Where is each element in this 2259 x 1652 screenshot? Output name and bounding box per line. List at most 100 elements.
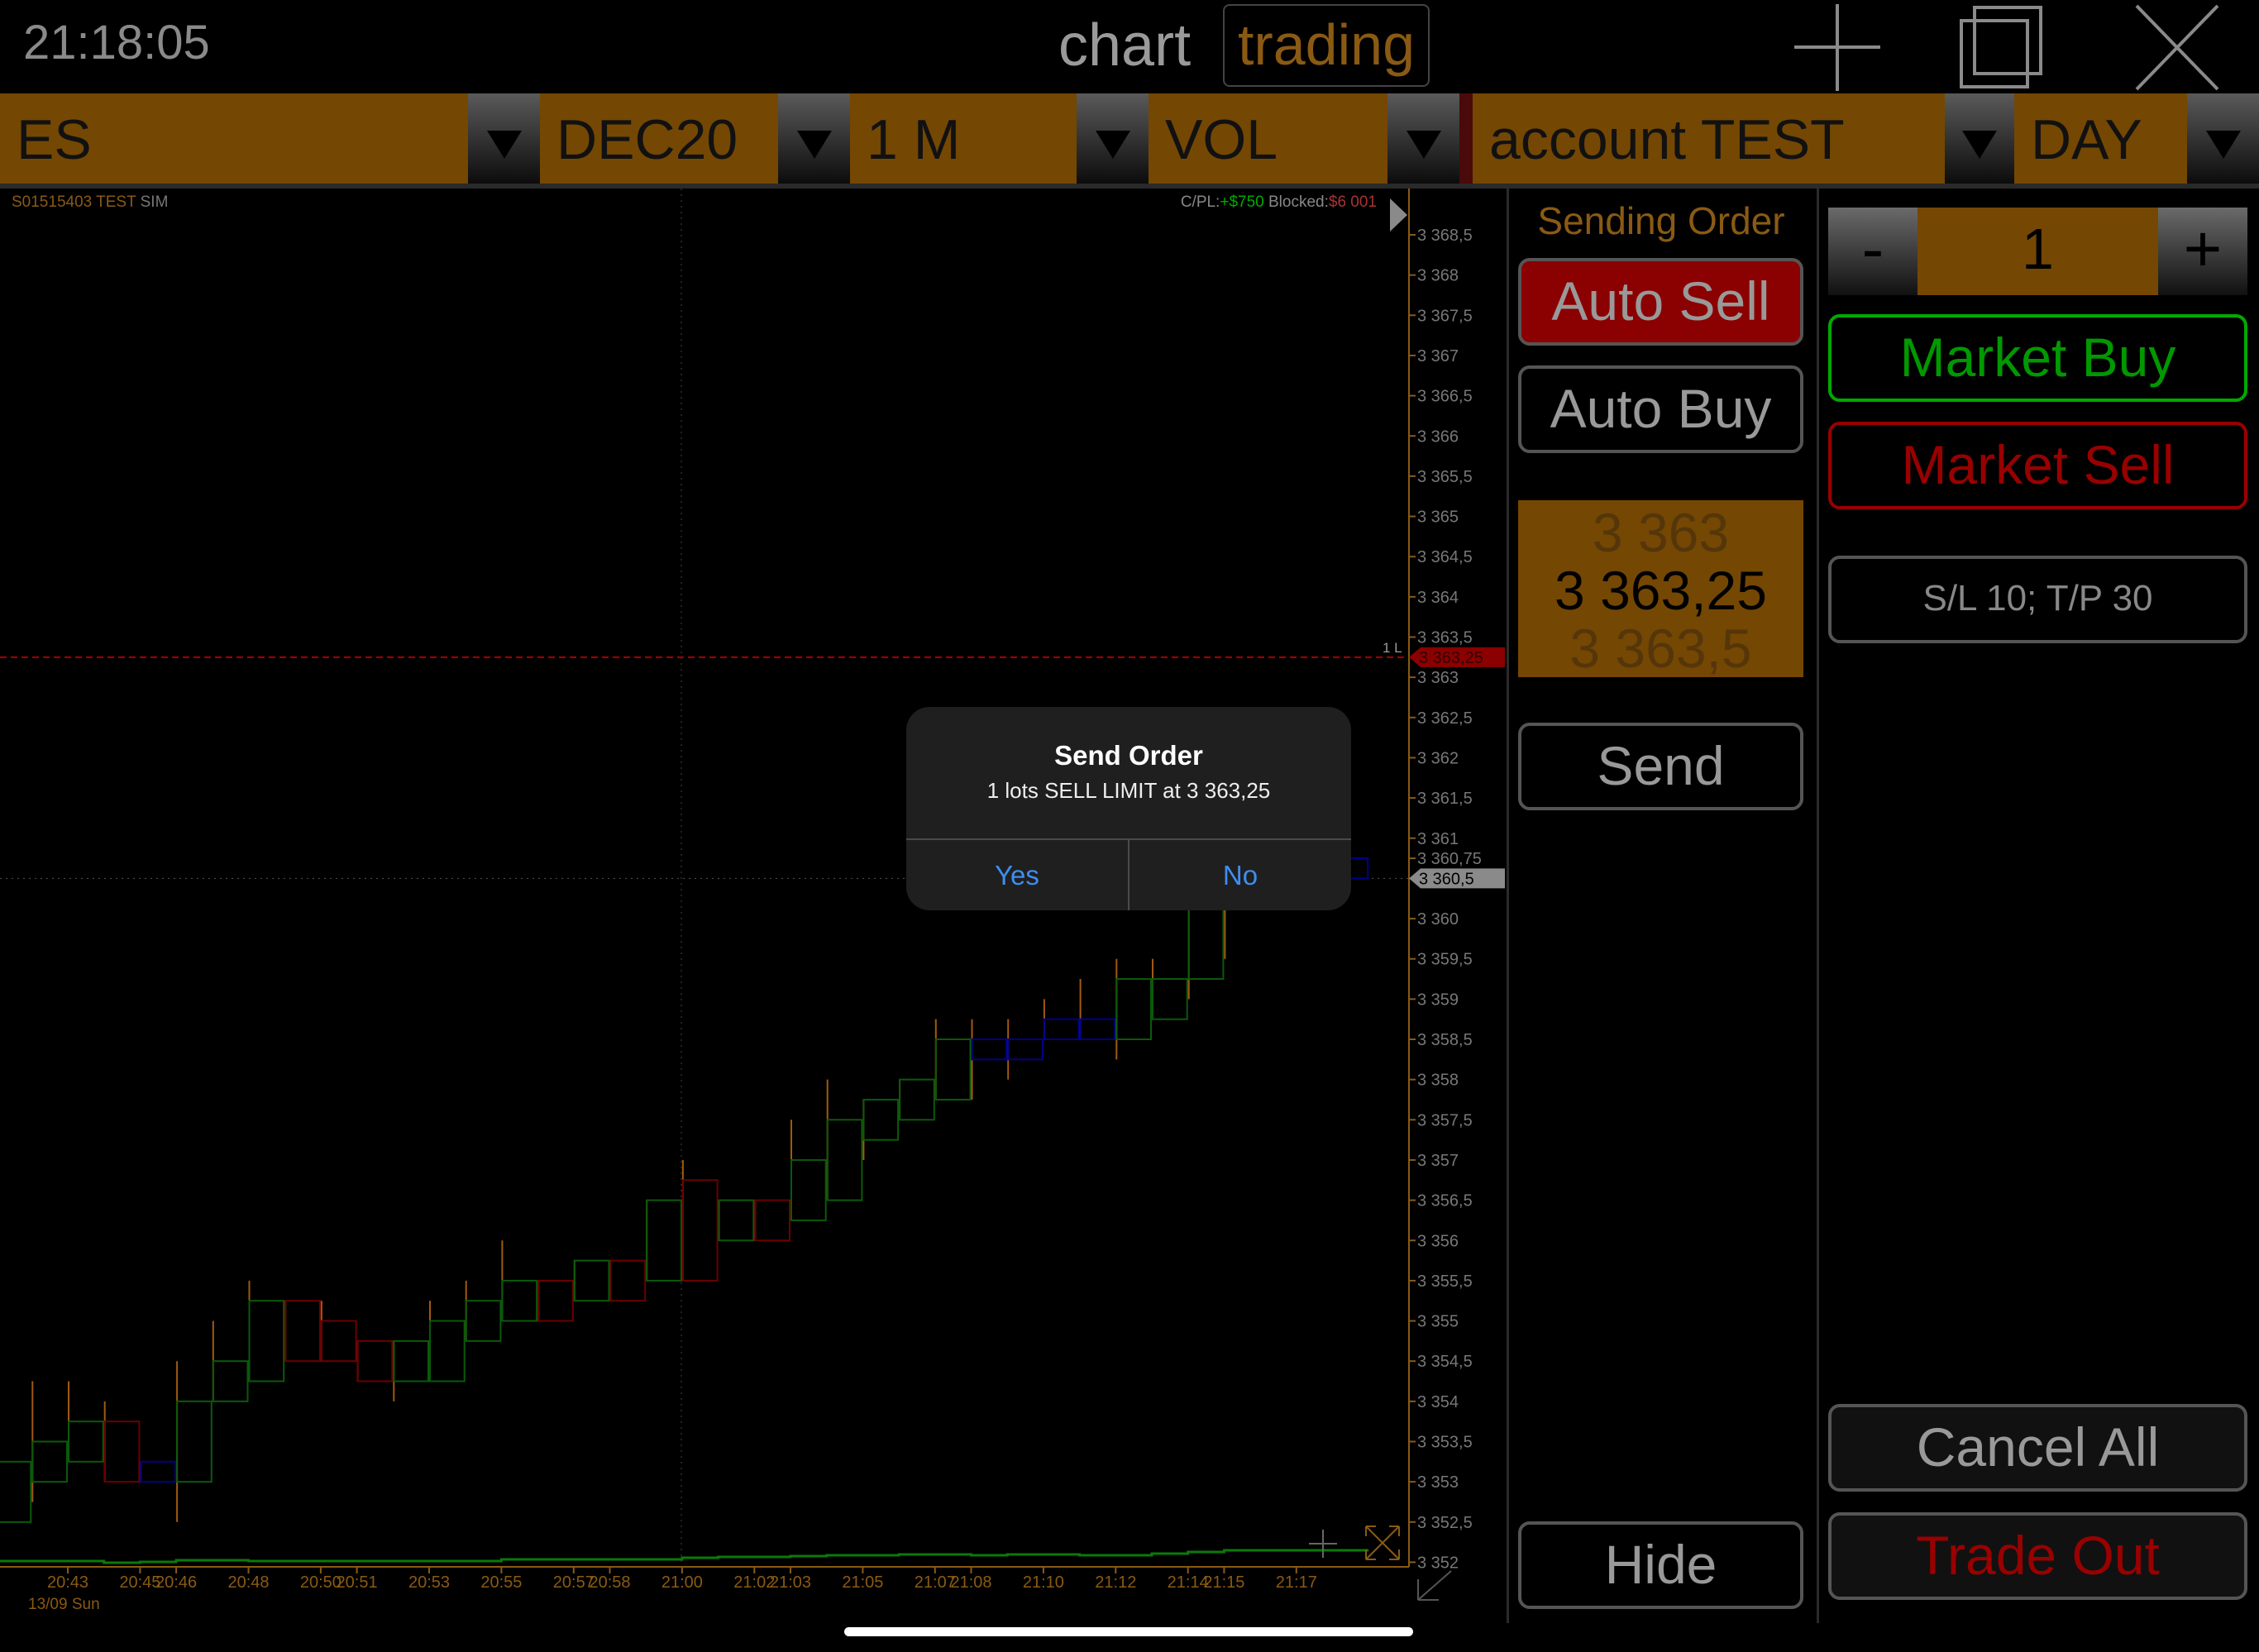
date-label: 13/09 Sun	[28, 1596, 100, 1613]
triangle-down-icon	[2205, 131, 2241, 159]
quantity-value[interactable]: 1	[1918, 208, 2158, 295]
price-tick-label: 3 367,5	[1417, 307, 1473, 325]
price-tick-label: 3 358,5	[1417, 1031, 1473, 1049]
price-tick-label: 3 366,5	[1417, 388, 1473, 406]
account-selector[interactable]: account TEST	[1473, 93, 1945, 184]
candle-body	[537, 1279, 574, 1322]
price-tick-label: 3 357	[1417, 1152, 1459, 1170]
candle-body	[681, 1179, 719, 1282]
window-icon[interactable]	[1958, 4, 2046, 91]
price-tick-label: 3 355	[1417, 1313, 1459, 1331]
time-tick-label: 20:45	[119, 1573, 160, 1592]
auto-buy-button[interactable]: Auto Buy	[1518, 365, 1803, 453]
plus-icon[interactable]	[1794, 4, 1880, 91]
expand-icon[interactable]	[1365, 1525, 1400, 1560]
price-tick-label: 3 360	[1417, 910, 1459, 929]
price-tick-label: 3 360,75	[1417, 850, 1482, 868]
order-price-tag-shape	[1409, 647, 1505, 667]
hide-button[interactable]: Hide	[1518, 1521, 1803, 1609]
timeframe-dropdown-button[interactable]	[1077, 93, 1149, 184]
close-icon[interactable]	[2135, 4, 2219, 91]
price-tick-label: 3 354	[1417, 1393, 1459, 1411]
candle-body	[320, 1320, 357, 1363]
price-tick-label: 3 356	[1417, 1232, 1459, 1250]
price-tick-label: 3 356,5	[1417, 1192, 1473, 1210]
price-tick-label: 3 358	[1417, 1072, 1459, 1090]
volume-line	[0, 1549, 1369, 1564]
time-tick-label: 21:10	[1023, 1573, 1064, 1592]
account-dropdown-button[interactable]	[1945, 93, 2014, 184]
home-indicator[interactable]	[844, 1627, 1413, 1636]
send-order-dialog: Send Order 1 lots SELL LIMIT at 3 363,25…	[906, 707, 1351, 910]
cancel-all-button[interactable]: Cancel All	[1828, 1404, 2247, 1492]
expiry-dropdown-button[interactable]	[778, 93, 850, 184]
send-button[interactable]: Send	[1518, 723, 1803, 810]
time-tick-label: 21:08	[950, 1573, 991, 1592]
price-tick-label: 3 354,5	[1417, 1353, 1473, 1371]
time-tick-label: 21:03	[770, 1573, 811, 1592]
time-tick-label: 20:48	[227, 1573, 269, 1592]
time-tick-label: 21:14	[1168, 1573, 1209, 1592]
expiry-selector[interactable]: DEC20	[540, 93, 778, 184]
last-price-tag-shape	[1409, 868, 1505, 889]
yes-button[interactable]: Yes	[995, 860, 1039, 890]
time-tick-label: 21:07	[915, 1573, 956, 1592]
ask-price: 3 363,5	[1569, 618, 1752, 679]
dialog-message: 1 lots SELL LIMIT at 3 363,25	[986, 778, 1271, 803]
decrement-button[interactable]: -	[1828, 208, 1918, 295]
reset-zoom-icon[interactable]	[1417, 1570, 1452, 1601]
time-tick-label: 20:43	[47, 1573, 88, 1592]
price-chart[interactable]: 1 L 3 368,5 3 368 3 367,5 3 367 3 366,5 3 366 3…	[0, 0, 1507, 1652]
mode-chart-tab[interactable]: chart	[1058, 12, 1192, 79]
divider	[1128, 840, 1130, 910]
price-tick-label: 3 367	[1417, 347, 1459, 365]
time-tick-label: 21:00	[661, 1573, 703, 1592]
price-tick-label: 3 357,5	[1417, 1111, 1473, 1129]
price-tick-label: 3 361	[1417, 830, 1459, 848]
market-sell-button[interactable]: Market Sell	[1828, 422, 2247, 509]
price-ladder[interactable]: 3 363 3 363,25 3 363,5	[1518, 500, 1803, 677]
order-status: Sending Order	[1537, 199, 1785, 242]
candle-body	[1152, 978, 1188, 1020]
candle-body	[429, 1320, 466, 1382]
market-buy-button[interactable]: Market Buy	[1828, 314, 2247, 402]
cpl-value: +$750	[1220, 193, 1264, 211]
divider	[906, 838, 1351, 840]
candle-body	[284, 1300, 321, 1363]
timeframe-selector[interactable]: 1 M	[850, 93, 1077, 184]
price-tick-label: 3 352	[1417, 1554, 1459, 1572]
crosshair-icon[interactable]	[1309, 1530, 1337, 1558]
candle-body	[1187, 897, 1225, 981]
candle-body	[1007, 1038, 1044, 1061]
candle-body	[0, 1460, 32, 1523]
duration-dropdown-button[interactable]	[2187, 93, 2259, 184]
price-tick-label: 3 364	[1417, 589, 1459, 607]
chart-type-dropdown-button[interactable]	[1387, 93, 1459, 184]
increment-button[interactable]: +	[2158, 208, 2247, 295]
account-id: S01515403 TEST	[12, 193, 136, 211]
candle-body	[609, 1259, 647, 1302]
symbol-selector[interactable]: ES	[0, 93, 468, 184]
scroll-right-icon[interactable]	[1390, 198, 1407, 232]
price-tick-label: 3 368	[1417, 267, 1459, 285]
sl-tp-button[interactable]: S/L 10; T/P 30	[1828, 556, 2247, 643]
no-button[interactable]: No	[1222, 860, 1258, 890]
symbol-dropdown-button[interactable]	[468, 93, 540, 184]
dialog-title: Send Order	[1054, 740, 1203, 771]
price-tick-label: 3 364,5	[1417, 548, 1473, 566]
price-tick-label: 3 368,5	[1417, 227, 1473, 245]
time-tick-label: 20:50	[300, 1573, 341, 1592]
quantity-stepper[interactable]: - 1 +	[1828, 208, 2247, 295]
chart-type-selector[interactable]: VOL	[1149, 93, 1387, 184]
candle-body	[790, 1158, 827, 1221]
mode-trading-tab[interactable]: trading	[1223, 4, 1430, 87]
auto-sell-button[interactable]: Auto Sell	[1518, 258, 1803, 346]
duration-selector[interactable]: DAY	[2014, 93, 2187, 184]
trade-out-button[interactable]: Trade Out	[1828, 1512, 2247, 1600]
time-tick-label: 20:58	[589, 1573, 630, 1592]
candle-body	[140, 1460, 177, 1483]
triangle-down-icon	[1406, 131, 1441, 159]
candle-body	[31, 1440, 68, 1483]
section-divider	[1459, 93, 1473, 184]
candle-body	[971, 1038, 1008, 1061]
